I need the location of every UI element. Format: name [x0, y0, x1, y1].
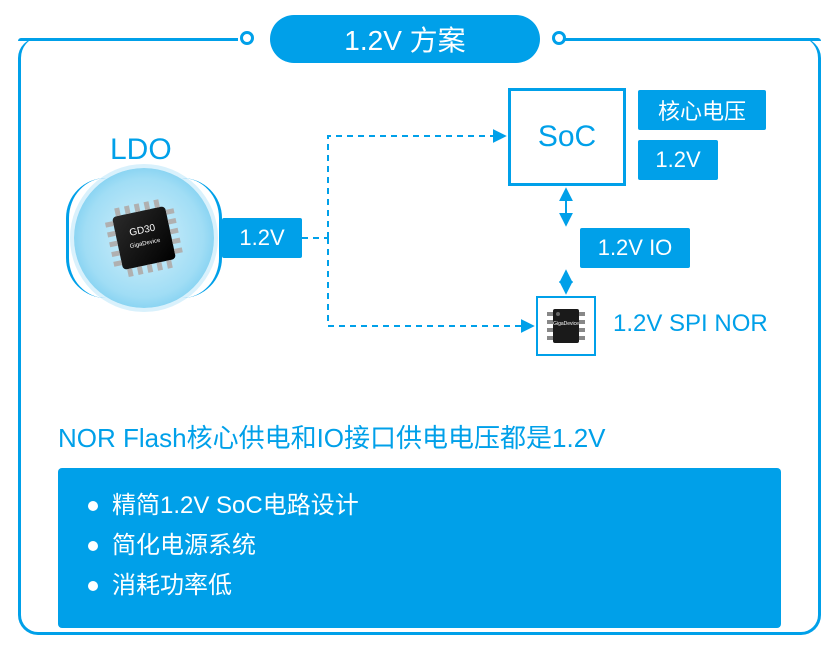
- qfn-marking-l1: GD30: [129, 223, 157, 239]
- description-text: NOR Flash核心供电和IO接口供电电压都是1.2V: [58, 418, 606, 455]
- soic-pin: [579, 336, 585, 340]
- qfn-lead: [114, 208, 121, 217]
- qfn-lead: [144, 201, 151, 210]
- core-voltage-label-text: 核心电压: [658, 94, 746, 126]
- flash-chip-box: GigaDevice: [536, 296, 596, 356]
- qfn-lead: [134, 203, 141, 212]
- qfn-lead: [166, 260, 173, 269]
- title-connector-dot-right: [552, 31, 566, 45]
- ldo-arc-right: [182, 178, 222, 298]
- soic-pin: [579, 320, 585, 324]
- ldo-label: LDO: [110, 133, 172, 167]
- soic-pin: [579, 312, 585, 316]
- ldo-output-text: 1.2V: [239, 225, 284, 251]
- ldo-output-badge: 1.2V: [222, 218, 302, 258]
- qfn-lead: [166, 208, 175, 215]
- core-voltage-value-badge: 1.2V: [638, 140, 718, 180]
- io-badge-text: 1.2V IO: [598, 235, 673, 261]
- soc-box: SoC: [508, 88, 626, 186]
- qfn-lead: [109, 241, 118, 248]
- qfn-lead: [147, 264, 154, 273]
- soc-text: SoC: [538, 120, 596, 154]
- qfn-lead: [124, 205, 131, 214]
- soic-dot: [556, 312, 560, 316]
- qfn-lead: [174, 247, 183, 254]
- soic-pin: [547, 328, 553, 332]
- soic-pin: [547, 320, 553, 324]
- soic-marking: GigaDevice: [553, 321, 579, 327]
- ldo-arc-left: [66, 178, 106, 298]
- core-voltage-value-text: 1.2V: [655, 147, 700, 173]
- qfn-lead: [137, 266, 144, 275]
- flash-label: 1.2V SPI NOR: [613, 310, 768, 338]
- qfn-lead: [105, 221, 114, 228]
- qfn-lead: [170, 228, 179, 235]
- qfn-lead: [172, 238, 181, 245]
- soic-pin: [547, 336, 553, 340]
- qfn-lead: [113, 260, 122, 267]
- io-badge: 1.2V IO: [580, 228, 690, 268]
- title-connector-dot-left: [240, 31, 254, 45]
- soic-pin: [579, 328, 585, 332]
- soic-icon: GigaDevice: [553, 309, 579, 343]
- qfn-lead: [111, 250, 120, 257]
- qfn-lead: [107, 231, 116, 238]
- bullets-box: 精简1.2V SoC电路设计 简化电源系统 消耗功率低: [58, 468, 781, 628]
- qfn-lead: [153, 199, 160, 208]
- qfn-chip-icon: GD30 GigaDevice: [102, 196, 185, 279]
- qfn-lead: [168, 218, 177, 225]
- qfn-lead: [127, 268, 134, 277]
- core-voltage-label-badge: 核心电压: [638, 90, 766, 130]
- ldo-chip-node: GD30 GigaDevice: [74, 168, 214, 308]
- bullet-item: 简化电源系统: [88, 526, 751, 566]
- title-pill: 1.2V 方案: [270, 15, 540, 63]
- bullets-list: 精简1.2V SoC电路设计 简化电源系统 消耗功率低: [88, 486, 751, 606]
- bullet-item: 精简1.2V SoC电路设计: [88, 486, 751, 526]
- diagram-area: LDO GD30 GigaDevice: [18, 38, 821, 398]
- soic-pin: [547, 312, 553, 316]
- qfn-marking-l2: GigaDevice: [129, 238, 161, 250]
- qfn-marking: GD30 GigaDevice: [115, 220, 173, 256]
- bullet-item: 消耗功率低: [88, 566, 751, 606]
- qfn-lead: [156, 262, 163, 271]
- title-text: 1.2V 方案: [344, 19, 465, 59]
